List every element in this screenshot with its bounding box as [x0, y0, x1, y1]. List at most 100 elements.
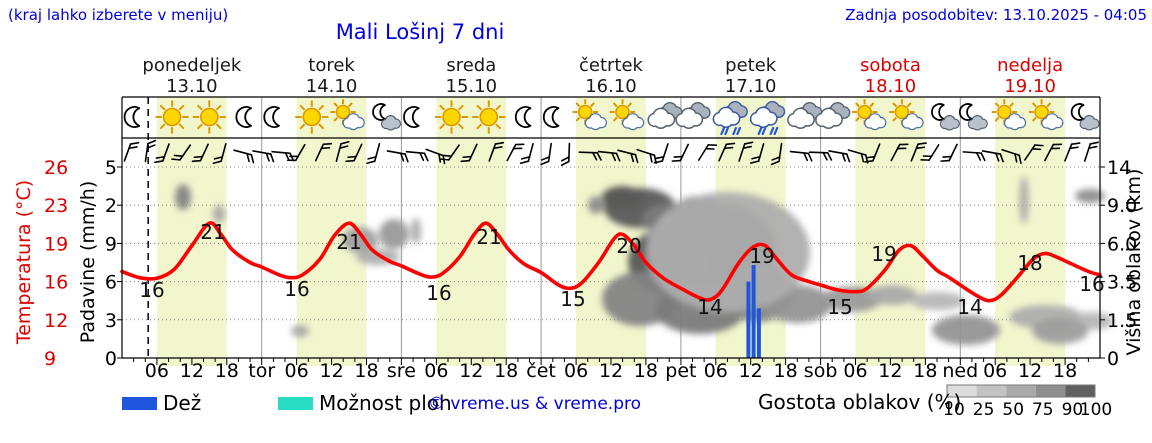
weather-icon-sun [434, 100, 469, 134]
svg-text:čet: čet [526, 360, 556, 382]
daytime-bands [156, 97, 1066, 366]
svg-text:9.0: 9.0 [1107, 195, 1137, 217]
weather-icon-moon [514, 106, 532, 128]
svg-text:21: 21 [476, 225, 501, 249]
svg-text:19: 19 [749, 244, 774, 268]
svg-text:18: 18 [1017, 251, 1042, 275]
day-name: sreda [446, 55, 497, 76]
last-update: Zadnja posodobitev: 13.10.2025 - 04:05 [845, 6, 1147, 24]
day-name: ponedeljek [142, 55, 242, 76]
svg-text:1.5: 1.5 [1107, 310, 1137, 332]
svg-text:12: 12 [878, 360, 902, 382]
svg-text:sob: sob [804, 360, 838, 382]
weather-icons [123, 99, 1100, 136]
weather-icon-sun_cloud [1028, 99, 1064, 131]
weather-icon-sun [472, 100, 506, 134]
day-name: četrtek [579, 55, 643, 76]
svg-text:18: 18 [774, 360, 798, 382]
svg-text:12: 12 [180, 360, 204, 382]
svg-text:2: 2 [105, 195, 117, 217]
svg-text:100: 100 [1080, 400, 1112, 420]
svg-text:18: 18 [354, 360, 378, 382]
day-name: torek [308, 55, 355, 76]
weather-icon-moon [263, 106, 280, 128]
day-header-ponedeljek: ponedeljek 13.10 [122, 55, 262, 97]
svg-text:pet: pet [665, 360, 696, 382]
day-header-četrtek: četrtek 16.10 [541, 55, 681, 97]
weather-icon-moon [123, 106, 141, 128]
cloud-density-blobs [175, 176, 1113, 345]
day-date: 16.10 [585, 76, 637, 97]
weather-icon-moon_cloud [372, 103, 402, 131]
svg-text:16: 16 [426, 281, 451, 305]
precipitation-tick-labels: 5 2 9 6 3 0 [105, 157, 117, 370]
day-date: 19.10 [1004, 76, 1056, 97]
menu-hint: (kraj lahko izberete v meniju) [8, 6, 229, 24]
svg-text:14: 14 [697, 295, 722, 319]
weather-icon-cloudy [787, 101, 823, 129]
svg-text:19: 19 [871, 242, 896, 266]
svg-text:9: 9 [44, 348, 56, 370]
day-header-sobota: sobota 18.10 [821, 55, 961, 97]
svg-text:12: 12 [739, 360, 763, 382]
svg-text:3.5: 3.5 [1107, 272, 1137, 294]
weather-icon-moon_cloud [931, 103, 960, 131]
svg-text:21: 21 [200, 220, 225, 244]
weather-icon-rain [712, 100, 748, 136]
svg-text:0: 0 [105, 348, 117, 370]
axis-ticks [117, 166, 1105, 365]
copyright-link[interactable]: © vreme.us & vreme.pro [428, 394, 642, 414]
svg-text:12: 12 [459, 360, 483, 382]
svg-text:16: 16 [139, 278, 164, 302]
rain-legend-label: Dež [163, 391, 202, 415]
svg-text:0: 0 [1107, 348, 1119, 370]
weather-icon-moon [403, 106, 420, 128]
day-header-sreda: sreda 15.10 [401, 55, 541, 97]
weather-icon-sun [192, 100, 226, 134]
svg-text:16: 16 [1079, 272, 1104, 296]
day-date: 14.10 [305, 76, 358, 97]
svg-text:12: 12 [599, 360, 623, 382]
svg-text:ned: ned [942, 360, 978, 382]
day-date: 15.10 [445, 76, 498, 97]
weather-icon-cloudy [647, 101, 683, 129]
svg-text:18: 18 [1053, 360, 1077, 382]
svg-text:12: 12 [320, 360, 344, 382]
day-header-nedelja: nedelja 19.10 [960, 55, 1100, 97]
svg-text:26: 26 [44, 157, 68, 179]
temperature-tick-labels: 26 23 19 16 12 9 [44, 157, 68, 370]
svg-text:tor: tor [248, 360, 275, 382]
day-name: sobota [859, 55, 921, 76]
svg-text:12: 12 [44, 310, 68, 332]
day-date: 18.10 [864, 76, 917, 97]
svg-text:06: 06 [424, 360, 448, 382]
weather-icon-cloudy [815, 101, 851, 129]
svg-text:14: 14 [1107, 157, 1131, 179]
svg-text:15: 15 [827, 295, 852, 319]
svg-text:75: 75 [1032, 400, 1054, 420]
svg-text:18: 18 [913, 360, 937, 382]
weather-icon-moon [542, 106, 560, 128]
cloud-height-axis-title: Višina oblakov (km) [1123, 168, 1145, 356]
weather-icon-sun_cloud [330, 99, 365, 131]
day-name: petek [725, 55, 777, 76]
cloud-height-tick-labels: 14 9.0 6.0 3.5 1.5 0 [1107, 157, 1137, 370]
weather-icon-sun [295, 100, 329, 134]
svg-text:25: 25 [973, 400, 995, 420]
svg-text:06: 06 [843, 360, 867, 382]
day-header-petek: petek 17.10 [681, 55, 821, 97]
svg-text:18: 18 [494, 360, 518, 382]
svg-text:15: 15 [560, 287, 585, 311]
svg-text:6: 6 [105, 272, 117, 294]
rain-bars [746, 265, 761, 358]
svg-text:23: 23 [44, 195, 68, 217]
svg-text:10: 10 [943, 400, 965, 420]
weather-icon-rain [749, 100, 786, 136]
day-name: nedelja [997, 55, 1064, 76]
svg-text:12: 12 [1018, 360, 1042, 382]
svg-text:18: 18 [634, 360, 658, 382]
temperature-axis-title: Temperatura (°C) [13, 179, 35, 345]
svg-text:06: 06 [704, 360, 728, 382]
weather-icon-sun_cloud [609, 99, 645, 131]
